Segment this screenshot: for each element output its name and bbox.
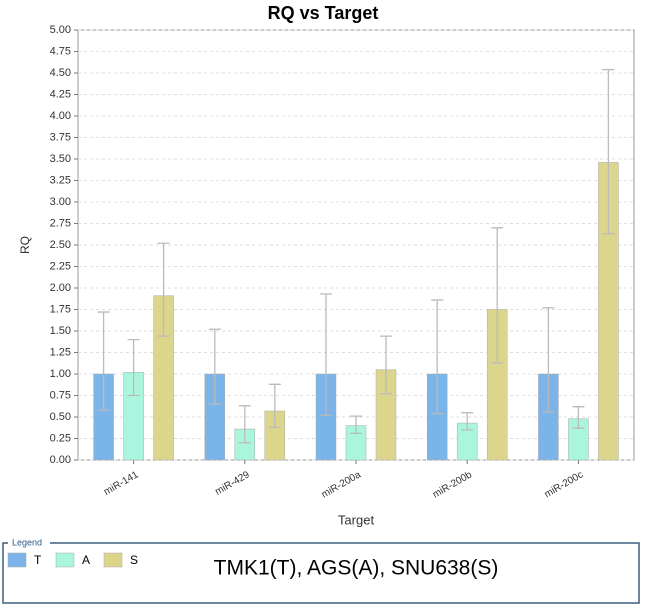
chart-title: RQ vs Target [268, 3, 379, 23]
y-axis-label: RQ [18, 236, 32, 254]
error-bar-upper [431, 299, 444, 374]
y-tick-label: 4.75 [50, 45, 71, 57]
error-bar-lower [491, 309, 504, 364]
error-bar-upper [461, 412, 474, 424]
y-tick-label: 0.75 [50, 389, 71, 401]
x-tick-label: miR-200c [543, 469, 586, 500]
x-tick-label: miR-200b [431, 469, 474, 500]
y-tick-label: 4.00 [50, 110, 71, 122]
error-bar-upper [572, 406, 585, 419]
x-tick-label: miR-200a [320, 469, 363, 500]
y-tick-label: 1.00 [50, 368, 71, 380]
error-bar-upper [542, 307, 555, 374]
y-tick-label: 0.00 [50, 454, 71, 466]
error-bar-lower [602, 162, 615, 235]
y-tick-label: 1.75 [50, 303, 71, 315]
error-bar-lower [380, 369, 392, 395]
legend-title: Legend [12, 537, 42, 547]
y-tick-label: 3.75 [50, 131, 71, 143]
y-tick-label: 3.50 [50, 153, 71, 165]
y-tick-label: 2.00 [50, 282, 71, 294]
error-bar-lower [127, 372, 140, 397]
error-bar-upper [320, 293, 332, 374]
legend-label: A [82, 553, 90, 567]
y-tick-label: 2.25 [50, 260, 71, 272]
x-tick-label: miR-141 [102, 469, 141, 498]
y-tick-label: 2.50 [50, 239, 71, 251]
error-bar-upper [491, 227, 504, 310]
y-tick-label: 0.25 [50, 432, 71, 444]
error-bar-upper [127, 338, 140, 373]
legend-label: T [34, 553, 42, 567]
legend-note: TMK1(T), AGS(A), SNU638(S) [214, 557, 499, 580]
error-bar-lower [97, 374, 110, 411]
y-tick-label: 4.25 [50, 88, 71, 100]
error-bar-upper [208, 328, 221, 374]
y-tick-label: 0.50 [50, 411, 71, 423]
error-bar-upper [268, 383, 281, 411]
x-axis-label: Target [338, 512, 375, 527]
legend-swatch [103, 552, 123, 568]
error-bar-upper [97, 311, 110, 374]
y-tick-label: 3.25 [50, 174, 71, 186]
y-tick-label: 5.00 [50, 24, 71, 36]
error-bar-lower [350, 425, 362, 434]
error-bar-lower [320, 374, 332, 416]
error-bar-lower [268, 410, 281, 428]
legend-title-bg [8, 538, 50, 548]
x-tick-label: miR-429 [213, 469, 252, 498]
y-tick-label: 1.25 [50, 346, 71, 358]
error-bar-upper [602, 68, 615, 163]
error-bar-lower [208, 374, 221, 405]
error-bar-lower [572, 418, 585, 429]
error-bar-lower [157, 295, 170, 337]
legend-swatch [7, 552, 27, 568]
legend-label: S [130, 553, 138, 567]
error-bar-lower [431, 374, 444, 415]
y-tick-label: 4.50 [50, 67, 71, 79]
y-tick-label: 1.50 [50, 325, 71, 337]
y-tick-label: 3.00 [50, 196, 71, 208]
error-bar-upper [157, 242, 170, 296]
error-bar-upper [238, 405, 251, 430]
y-tick-label: 2.75 [50, 217, 71, 229]
legend-swatch [55, 552, 75, 568]
error-bar-lower [461, 423, 474, 431]
error-bar-upper [350, 415, 362, 426]
error-bar-lower [238, 429, 251, 444]
error-bar-upper [380, 335, 392, 370]
error-bar-lower [542, 374, 555, 413]
